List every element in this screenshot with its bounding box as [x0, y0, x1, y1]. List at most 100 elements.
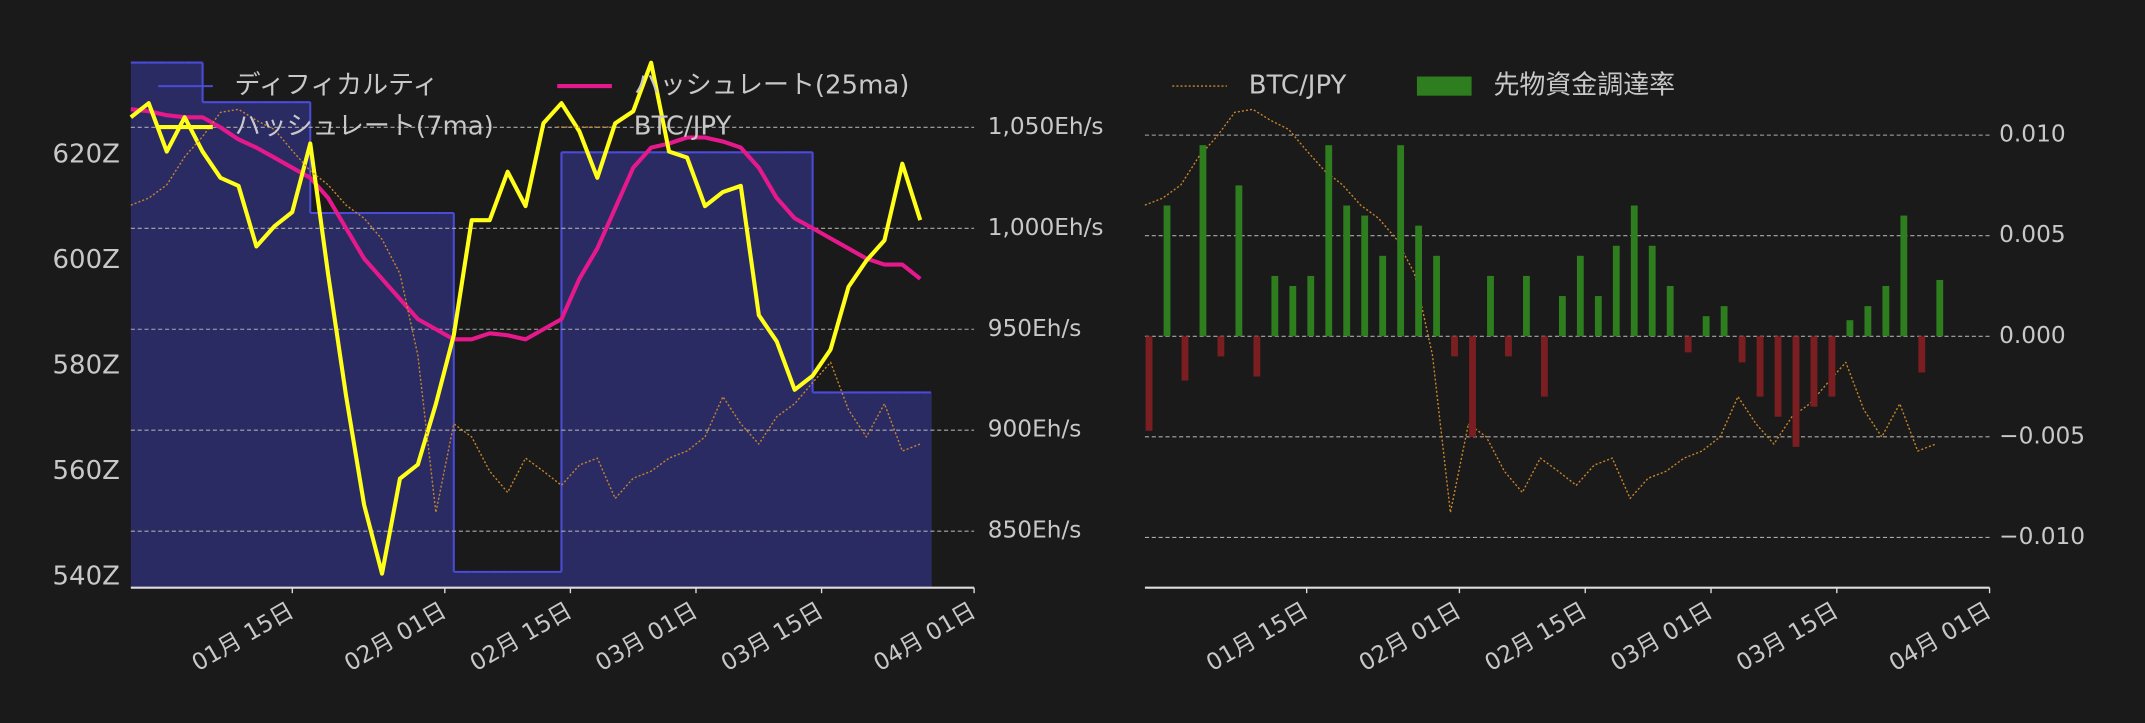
difficulty-area	[812, 392, 832, 588]
legend-label: 先物資金調達率	[1493, 71, 1675, 101]
hashrate-line	[130, 107, 922, 342]
funding-bar	[1666, 285, 1674, 337]
legend-label: ディフィカルティ	[235, 71, 439, 101]
difficulty-area	[202, 102, 222, 588]
difficulty-area	[687, 152, 706, 588]
legend-label: BTC/JPY	[634, 112, 732, 142]
difficulty-area	[579, 152, 598, 588]
funding-bar	[1505, 336, 1512, 357]
difficulty-area	[292, 102, 311, 588]
funding-bar	[1325, 145, 1333, 337]
difficulty-area	[256, 102, 276, 588]
funding-bar	[1163, 205, 1171, 337]
difficulty-area	[435, 212, 455, 588]
y2-tick-label: 1,000Eh/s	[988, 214, 1104, 241]
y2-tick-label: −0.005	[1999, 422, 2085, 449]
funding-bar	[1433, 255, 1440, 337]
difficulty-area	[597, 152, 616, 588]
difficulty-area	[615, 152, 634, 588]
legend-label: ハッシュレート(25ma)	[634, 71, 910, 101]
difficulty-area	[238, 102, 258, 588]
difficulty-area	[669, 152, 688, 588]
funding-bar	[1936, 279, 1944, 337]
difficulty-area	[740, 152, 760, 588]
funding-bar	[1361, 215, 1369, 337]
difficulty-area	[543, 571, 563, 588]
difficulty-area	[130, 62, 150, 588]
funding-bar	[1630, 205, 1638, 337]
funding-bar	[1918, 336, 1926, 373]
difficulty-area	[364, 212, 383, 588]
y2-tick-label: 850Eh/s	[988, 517, 1082, 544]
difficulty-area	[417, 212, 437, 588]
legend-swatch	[1416, 76, 1472, 96]
y2-tick-label: 0.000	[1999, 322, 2065, 349]
difficulty-area	[184, 62, 204, 588]
x-tick-label: 01月 15日	[187, 597, 298, 677]
funding-bar	[1684, 336, 1692, 353]
difficulty-area	[651, 152, 670, 588]
funding-bar	[1774, 336, 1782, 417]
difficulty-area	[561, 152, 581, 588]
funding-bar	[1253, 336, 1261, 377]
difficulty-area	[507, 571, 527, 588]
x-tick-label: 02月 15日	[1480, 597, 1591, 677]
x-tick-label: 02月 01日	[1354, 597, 1465, 677]
difficulty-area	[166, 62, 186, 588]
funding-bar	[1379, 255, 1387, 337]
funding-bar	[1594, 296, 1602, 337]
difficulty-area	[220, 102, 240, 588]
x-tick-label: 03月 15日	[1732, 597, 1843, 677]
funding-bar	[1289, 285, 1297, 337]
funding-bar	[1702, 316, 1710, 337]
y-tick-label: 540Z	[53, 562, 120, 592]
funding-bar	[1145, 336, 1153, 431]
funding-bar	[1720, 306, 1728, 337]
funding-bar	[1271, 275, 1279, 337]
difficulty-area	[794, 152, 814, 588]
difficulty-area	[525, 571, 545, 588]
y2-tick-label: 0.010	[1999, 121, 2065, 148]
funding-bar	[1307, 275, 1315, 337]
hashrate-line	[129, 60, 923, 576]
funding-bar	[1181, 336, 1189, 381]
difficulty-area	[920, 392, 932, 588]
x-tick-label: 03月 15日	[717, 597, 828, 677]
x-tick-label: 02月 15日	[465, 597, 576, 677]
funding-bar	[1756, 336, 1764, 397]
y2-tick-label: −0.010	[1999, 523, 2085, 550]
funding-bar	[1648, 245, 1656, 337]
funding-bar	[1810, 336, 1818, 407]
funding-bar	[1882, 285, 1890, 337]
y2-tick-label: 900Eh/s	[988, 416, 1082, 443]
funding-bar	[1864, 306, 1872, 337]
funding-bar	[1792, 336, 1800, 447]
legend-label: ハッシュレート(7ma)	[235, 112, 494, 142]
difficulty-area	[633, 152, 652, 588]
difficulty-area	[471, 571, 491, 588]
difficulty-area	[453, 571, 473, 588]
price-line	[1144, 108, 1936, 514]
x-tick-label: 01月 15日	[1202, 597, 1313, 677]
difficulty-area	[310, 212, 329, 588]
funding-bar	[1469, 336, 1476, 437]
funding-bar	[1415, 225, 1423, 337]
funding-bar	[1846, 320, 1854, 337]
legend-label: BTC/JPY	[1249, 71, 1347, 101]
y2-tick-label: 1,050Eh/s	[988, 113, 1104, 140]
x-tick-label: 03月 01日	[1606, 597, 1717, 677]
y-tick-label: 560Z	[53, 456, 120, 486]
funding-bar	[1900, 215, 1908, 337]
funding-bar	[1558, 296, 1566, 337]
difficulty-area	[489, 571, 509, 588]
funding-bar	[1217, 336, 1225, 357]
funding-bar	[1235, 185, 1243, 337]
x-tick-label: 02月 01日	[340, 597, 451, 677]
y2-tick-label: 0.005	[1999, 221, 2065, 248]
x-tick-label: 03月 01日	[591, 597, 702, 677]
difficulty-area	[866, 392, 886, 588]
price-line	[130, 108, 921, 514]
funding-bar	[1523, 275, 1530, 337]
funding-bar	[1199, 145, 1207, 337]
